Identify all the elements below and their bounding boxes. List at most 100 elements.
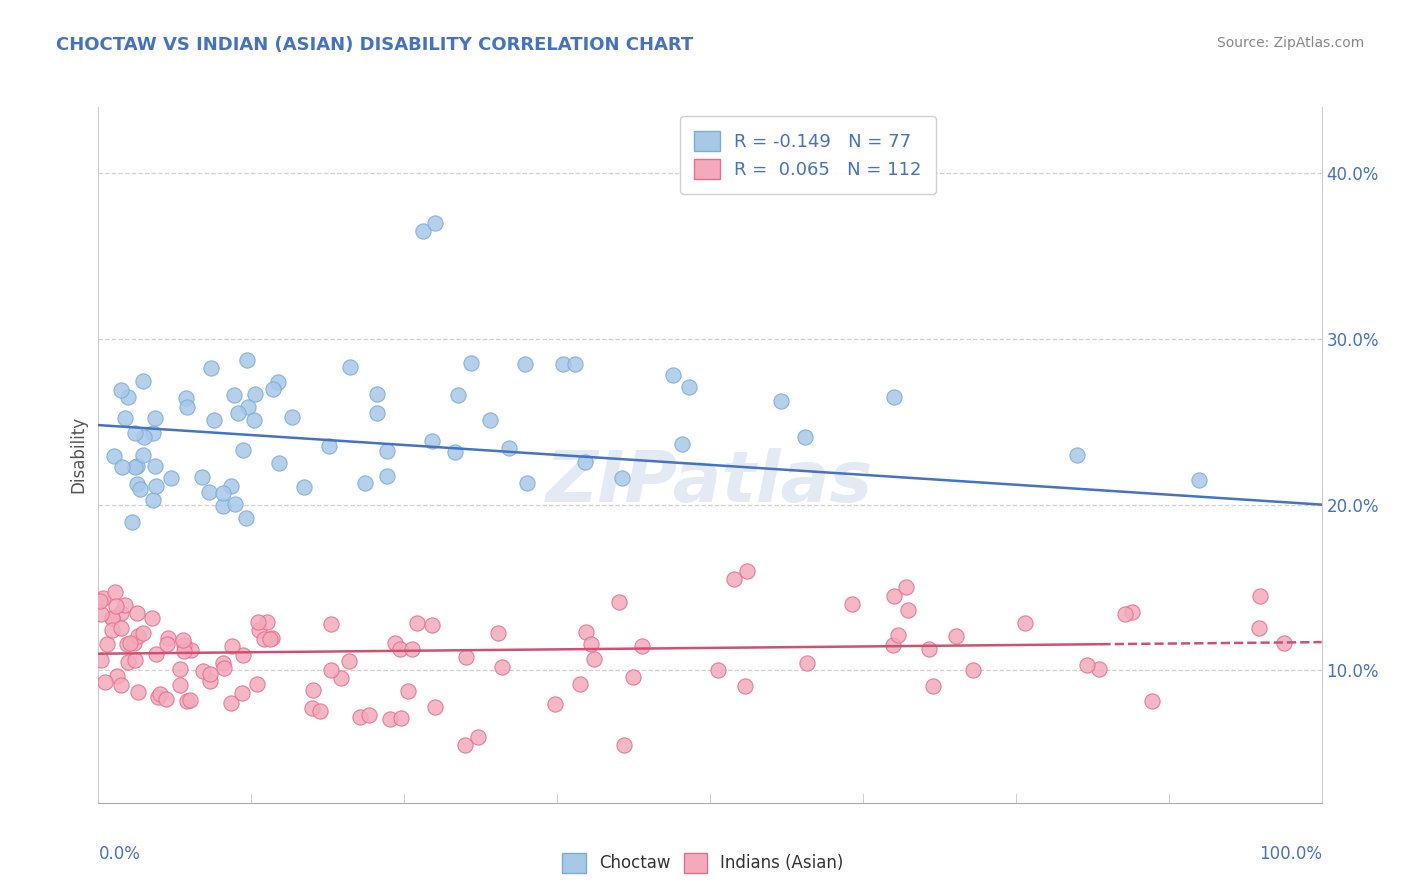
- Point: [498, 441, 520, 455]
- Point: [420, 617, 443, 632]
- Point: [516, 475, 538, 490]
- Point: [281, 409, 304, 424]
- Point: [256, 615, 278, 630]
- Y-axis label: Disability: Disability: [69, 417, 87, 493]
- Point: [337, 654, 360, 668]
- Point: [121, 516, 143, 530]
- Point: [124, 635, 146, 649]
- Point: [319, 616, 342, 631]
- Point: [110, 678, 132, 692]
- Point: [169, 678, 191, 692]
- Point: [90, 607, 112, 622]
- Point: [115, 637, 138, 651]
- Point: [219, 479, 242, 493]
- Point: [232, 443, 254, 458]
- Point: [146, 690, 169, 705]
- Point: [568, 676, 591, 690]
- Point: [515, 358, 537, 372]
- Point: [423, 216, 446, 230]
- Point: [883, 589, 905, 603]
- Point: [101, 623, 124, 637]
- Point: [723, 572, 745, 586]
- Point: [89, 593, 111, 607]
- Point: [127, 606, 149, 620]
- Point: [193, 665, 215, 679]
- Point: [236, 352, 259, 367]
- Point: [678, 380, 700, 394]
- Point: [125, 477, 148, 491]
- Legend: R = -0.149   N = 77, R =  0.065   N = 112: R = -0.149 N = 77, R = 0.065 N = 112: [681, 116, 936, 194]
- Point: [1076, 657, 1098, 672]
- Point: [671, 436, 693, 450]
- Point: [212, 656, 235, 670]
- Point: [159, 471, 181, 485]
- Point: [401, 642, 423, 657]
- Point: [405, 616, 427, 631]
- Point: [124, 426, 146, 441]
- Point: [770, 393, 793, 408]
- Point: [96, 637, 118, 651]
- Point: [110, 383, 132, 397]
- Point: [389, 711, 412, 725]
- Point: [104, 585, 127, 599]
- Point: [610, 470, 633, 484]
- Point: [1014, 615, 1036, 630]
- Point: [420, 434, 443, 448]
- Point: [1114, 607, 1136, 621]
- Point: [262, 383, 284, 397]
- Point: [211, 486, 233, 500]
- Point: [1188, 473, 1211, 487]
- Point: [883, 390, 905, 404]
- Point: [132, 375, 155, 389]
- Point: [491, 660, 513, 674]
- Point: [143, 411, 166, 425]
- Point: [200, 360, 222, 375]
- Point: [897, 603, 920, 617]
- Point: [235, 511, 257, 525]
- Point: [173, 639, 195, 653]
- Point: [176, 400, 198, 414]
- Point: [444, 445, 467, 459]
- Point: [180, 643, 202, 657]
- Point: [231, 686, 253, 700]
- Point: [114, 598, 136, 612]
- Point: [155, 692, 177, 706]
- Point: [247, 623, 270, 637]
- Text: 100.0%: 100.0%: [1258, 845, 1322, 863]
- Point: [224, 388, 246, 402]
- Point: [173, 644, 195, 658]
- Point: [579, 636, 602, 650]
- Point: [93, 675, 115, 690]
- Point: [631, 639, 654, 653]
- Point: [1088, 662, 1111, 676]
- Point: [388, 642, 411, 657]
- Point: [882, 638, 904, 652]
- Point: [124, 460, 146, 475]
- Point: [734, 679, 756, 693]
- Point: [100, 611, 122, 625]
- Point: [145, 479, 167, 493]
- Point: [142, 425, 165, 440]
- Point: [375, 444, 398, 458]
- Point: [200, 667, 222, 681]
- Point: [169, 662, 191, 676]
- Point: [90, 652, 112, 666]
- Point: [366, 387, 388, 401]
- Point: [127, 459, 149, 474]
- Point: [301, 683, 323, 698]
- Point: [607, 595, 630, 609]
- Point: [454, 650, 477, 665]
- Point: [841, 597, 863, 611]
- Point: [662, 368, 685, 382]
- Point: [129, 482, 152, 496]
- Text: 0.0%: 0.0%: [98, 845, 141, 863]
- Point: [1140, 694, 1163, 708]
- Point: [132, 448, 155, 462]
- Point: [224, 497, 246, 511]
- Point: [318, 439, 340, 453]
- Point: [447, 388, 470, 402]
- Point: [246, 615, 269, 629]
- Point: [423, 700, 446, 714]
- Point: [1247, 621, 1270, 635]
- Point: [1249, 589, 1271, 603]
